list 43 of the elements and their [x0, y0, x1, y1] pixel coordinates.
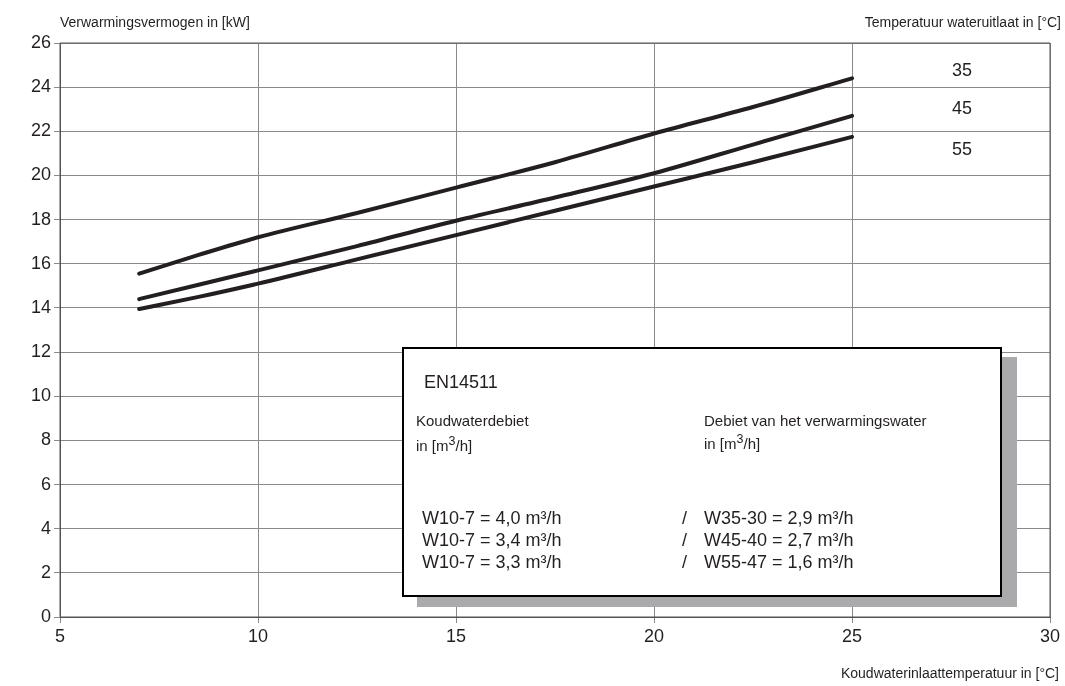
annotation: /	[682, 530, 688, 551]
text: 55	[951, 138, 973, 159]
annotation: W10-7 = 3,4 m³/h	[422, 530, 562, 551]
annotation: EN14511	[424, 372, 498, 393]
annotation: Koudwaterdebiet	[416, 412, 529, 430]
annotation: /	[682, 552, 688, 573]
annotation: in [m$^{3}$/h]	[416, 434, 473, 455]
annotation: W55-47 = 1,6 m³/h	[704, 552, 854, 573]
line-series	[137, 76, 854, 276]
x-tick-label: 20	[643, 625, 665, 646]
line-series	[137, 134, 854, 312]
annotation: in [m$^{3}$/h]	[704, 432, 761, 453]
y-tick-label: 26	[30, 31, 51, 52]
line-series	[137, 113, 854, 302]
y-tick-label: 8	[40, 429, 51, 450]
y-tick-label: 18	[30, 208, 51, 229]
y-tick-label: 10	[30, 385, 51, 406]
y-tick-label: 0	[40, 605, 51, 626]
y-tick-label: 4	[40, 517, 51, 538]
annotation: W10-7 = 3,3 m³/h	[422, 552, 562, 573]
x-tick-label: 25	[841, 625, 863, 646]
annotation: Debiet van het verwarmingswater	[704, 412, 927, 430]
annotation: W45-40 = 2,7 m³/h	[704, 530, 854, 551]
text: 45	[951, 97, 973, 118]
y-tick-label: 14	[30, 296, 51, 317]
x-tick-label: 5	[54, 625, 66, 646]
y-tick-label: 24	[30, 76, 51, 97]
annotation: W35-30 = 2,9 m³/h	[704, 508, 854, 529]
x-tick-label: 15	[445, 625, 467, 646]
y-axis-title: Verwarmingsvermogen in [kW]	[60, 14, 250, 30]
y-tick-label: 22	[30, 120, 51, 141]
y-tick-label: 16	[30, 252, 51, 273]
x-axis-title: Koudwaterinlaattemperatuur in [°C]	[840, 665, 1059, 681]
y-tick-label: 6	[40, 473, 51, 494]
annotation: W10-7 = 4,0 m³/h	[422, 508, 562, 529]
y-tick-label: 12	[30, 341, 51, 362]
x-tick-label: 10	[247, 625, 269, 646]
x-tick-label: 30	[1039, 625, 1061, 646]
y-tick-label: 2	[40, 561, 51, 582]
text: 35	[951, 60, 973, 81]
legend-title: Temperatuur wateruitlaat in [°C]	[864, 14, 1061, 30]
y-tick-label: 20	[30, 164, 51, 185]
annotation: /	[682, 508, 688, 529]
